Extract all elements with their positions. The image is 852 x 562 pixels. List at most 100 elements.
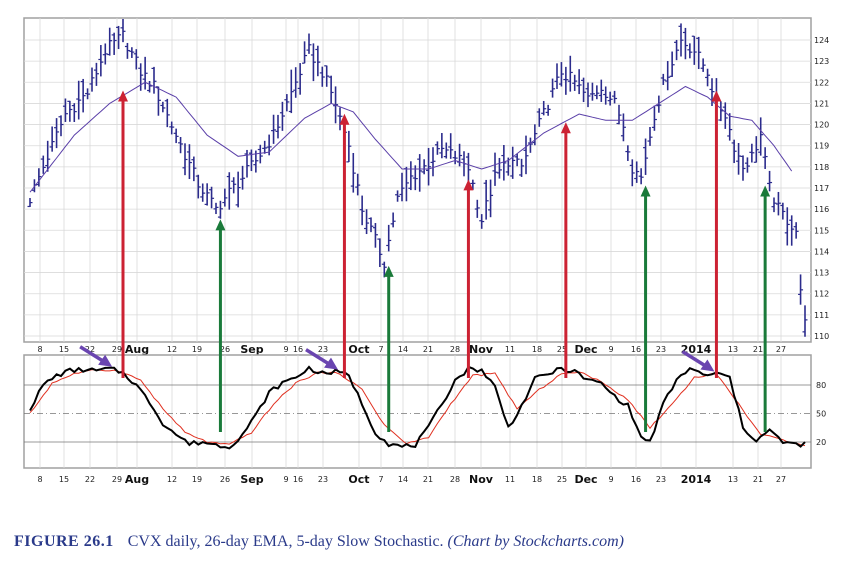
ohlc-bar (607, 91, 613, 106)
green-buy-arrow (383, 265, 394, 432)
ohlc-bar (324, 65, 330, 87)
ohlc-bar (426, 147, 432, 186)
ohlc-bar (129, 47, 135, 58)
ohlc-bar (328, 75, 334, 104)
price-x-tick-label: 28 (450, 345, 460, 354)
ohlc-bar (558, 62, 564, 87)
ohlc-bar (585, 82, 591, 108)
ohlc-bar (368, 217, 374, 233)
ohlc-bar (209, 186, 215, 209)
ohlc-bar (519, 158, 525, 177)
price-y-tick-label: 113 (814, 269, 829, 278)
ohlc-bar (567, 55, 573, 92)
ohlc-bar (284, 94, 290, 112)
ohlc-bar (226, 172, 232, 210)
ohlc-bar (616, 104, 622, 125)
ohlc-bar (244, 149, 250, 178)
purple-divergence-arrow (681, 350, 715, 372)
stochastic-x-tick-label: 19 (192, 475, 202, 484)
ohlc-bar (390, 212, 396, 228)
price-x-tick-label: 14 (398, 345, 408, 354)
ema-26-line (29, 81, 793, 193)
ohlc-bar (248, 149, 254, 172)
red-sell-arrow (560, 122, 571, 378)
ohlc-bar (111, 32, 117, 55)
ohlc-bar (541, 100, 547, 116)
ohlc-bar (169, 121, 175, 135)
purple-divergence-arrow (79, 345, 113, 367)
ohlc-bar (40, 155, 46, 174)
green-buy-arrow (215, 219, 226, 432)
price-y-tick-label: 123 (814, 57, 829, 66)
ohlc-bar (638, 168, 644, 185)
ohlc-bar (173, 128, 179, 144)
figure-label: FIGURE 26.1 (14, 533, 114, 550)
ohlc-bar (594, 85, 600, 100)
stochastic-x-tick-label: 22 (85, 475, 95, 484)
ohlc-bar (802, 305, 808, 337)
stochastic-x-tick-label: 29 (112, 475, 122, 484)
red-sell-arrow-head (463, 179, 474, 191)
ohlc-bar (217, 200, 223, 219)
red-sell-arrow-head (118, 90, 128, 102)
ohlc-bar (310, 43, 316, 82)
price-x-tick-label: 16 (631, 345, 641, 354)
ohlc-bar (235, 171, 241, 208)
ohlc-bar (133, 49, 139, 70)
stochastic-k-line (29, 365, 806, 450)
ohlc-bar (350, 153, 356, 193)
figure-caption-text: CVX daily, 26-day EMA, 5-day Slow Stocha… (127, 533, 444, 550)
purple-arrow-shaft (79, 345, 106, 364)
stochastic-x-tick-label: 28 (450, 475, 460, 484)
ohlc-bar (138, 63, 144, 91)
ohlc-bar (536, 108, 542, 127)
ohlc-bar (191, 156, 197, 182)
stochastic-y-tick-label: 50 (816, 410, 826, 419)
ohlc-bar (204, 183, 210, 206)
ohlc-bar (164, 98, 170, 128)
ohlc-bar (589, 82, 595, 101)
ohlc-bar (319, 66, 325, 87)
price-y-tick-label: 120 (814, 121, 829, 130)
ohlc-bar (523, 135, 529, 175)
ohlc-bar (178, 137, 184, 154)
stochastic-x-tick-label: 25 (557, 475, 567, 484)
stochastic-x-tick-label: 9 (608, 475, 613, 484)
price-x-tick-label: 22 (85, 345, 95, 354)
ohlc-bar (510, 146, 516, 179)
purple-arrow-head (324, 357, 338, 370)
ohlc-bar (780, 202, 786, 220)
purple-divergence-arrow (305, 348, 338, 370)
ohlc-bar (93, 62, 99, 86)
price-x-tick-label: 19 (192, 345, 202, 354)
ohlc-bar (155, 86, 161, 116)
ohlc-bar (54, 118, 60, 149)
price-x-tick-label: 13 (728, 345, 738, 354)
price-panel-frame (23, 17, 812, 343)
stochastic-y-tick-label: 20 (816, 438, 826, 447)
ohlc-bar (483, 179, 489, 220)
ohlc-bar (514, 153, 520, 167)
ohlc-bar (421, 159, 427, 175)
ohlc-bar (687, 43, 693, 59)
ohlc-bar (612, 90, 618, 104)
stochastic-x-tick-label: 16 (293, 475, 303, 484)
price-x-tick-label: 12 (167, 345, 177, 354)
ohlc-bar (58, 115, 64, 137)
ohlc-bar (116, 25, 122, 50)
stochastic-y-tick-label: 80 (816, 381, 826, 390)
ohlc-bar (665, 61, 671, 91)
price-x-tick-label: 9 (283, 345, 288, 354)
stochastic-panel-frame (23, 354, 812, 469)
ohlc-bar (372, 223, 378, 248)
stochastic-x-tick-label: 8 (37, 475, 42, 484)
ohlc-bar (439, 133, 445, 159)
stochastic-x-tick-label: 23 (318, 475, 328, 484)
ohlc-bar (222, 188, 228, 207)
ohlc-bar (744, 157, 750, 173)
price-y-tick-label: 119 (814, 142, 829, 151)
stochastic-x-tick-label: Sep (240, 473, 263, 486)
ohlc-bar (448, 133, 454, 159)
ohlc-bar (430, 147, 436, 177)
